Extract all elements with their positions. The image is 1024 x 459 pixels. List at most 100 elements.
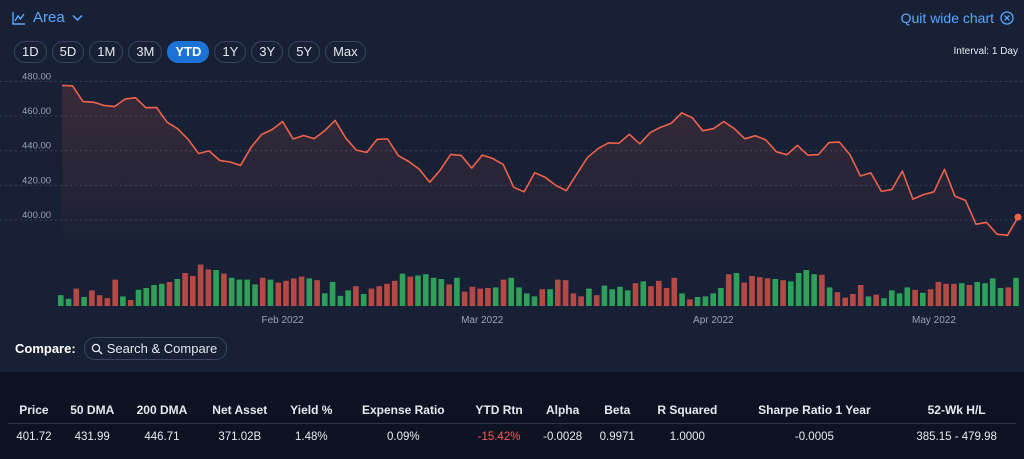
volume-bar [469, 286, 476, 306]
volume-bar [555, 279, 561, 306]
volume-bar [772, 279, 779, 306]
range-button-3m[interactable]: 3M [128, 41, 163, 63]
volume-bar [640, 281, 647, 306]
quit-wide-chart-button[interactable]: Quit wide chart [901, 10, 1014, 26]
volume-bar [531, 296, 538, 306]
volume-bar [524, 293, 530, 306]
volume-bar [974, 282, 980, 306]
volume-bar [896, 293, 903, 306]
volume-bar [96, 295, 103, 306]
volume-bar [384, 283, 390, 306]
volume-bar [982, 283, 988, 306]
price-area [62, 85, 1018, 247]
chart-type-dropdown[interactable]: Area [12, 9, 83, 26]
range-button-5d[interactable]: 5D [51, 41, 85, 63]
volume-bar [795, 273, 802, 306]
volume-bar [182, 273, 188, 306]
volume-bar [632, 283, 639, 306]
stat-r-squared: 1.0000 [643, 423, 732, 450]
volume-bar [850, 294, 856, 306]
chart-type-label: Area [33, 9, 65, 26]
volume-bar [989, 278, 996, 306]
volume-bar [997, 288, 1004, 306]
volume-bar [407, 276, 414, 306]
volume-bar [951, 283, 957, 306]
volume-bar [935, 282, 942, 306]
search-compare-button[interactable]: Search & Compare [83, 337, 228, 360]
area-chart-icon [12, 11, 25, 25]
volume-bar [889, 290, 895, 306]
x-tick-label: May 2022 [912, 315, 956, 326]
volume-bar [492, 287, 499, 306]
stat-50-dma: 431.99 [59, 423, 125, 450]
volume-bar [725, 274, 732, 306]
volume-bar [920, 292, 926, 306]
volume-bar [461, 291, 468, 306]
volume-bar [966, 285, 973, 306]
chart-toolbar: Area Quit wide chart [0, 0, 1024, 38]
y-tick-label: 440.00 [22, 141, 51, 152]
stat-header: Sharpe Ratio 1 Year [758, 402, 871, 417]
interval-label: Interval: 1 Day [953, 46, 1018, 57]
volume-bar [609, 289, 615, 306]
volume-bar [197, 264, 204, 306]
chevron-down-icon [72, 14, 83, 21]
volume-bar [423, 274, 429, 306]
volume-bar [159, 283, 165, 306]
volume-bar [275, 282, 282, 306]
volume-bar [120, 296, 126, 306]
range-button-max[interactable]: Max [325, 41, 366, 63]
volume-bar [267, 279, 274, 306]
volume-bar [819, 274, 825, 306]
volume-bar [687, 299, 693, 306]
volume-bar [912, 289, 918, 306]
volume-bar [58, 295, 64, 306]
volume-bar [391, 280, 398, 306]
search-icon [91, 343, 103, 354]
range-button-ytd[interactable]: YTD [167, 41, 210, 63]
range-button-5y[interactable]: 5Y [288, 41, 321, 63]
quit-wide-chart-label: Quit wide chart [900, 10, 994, 26]
range-button-1y[interactable]: 1Y [214, 41, 247, 63]
x-tick-label: Mar 2022 [461, 315, 504, 326]
volume-bar [694, 297, 701, 306]
stat-beta: 0.9971 [591, 423, 644, 450]
volume-bar [454, 277, 460, 306]
volume-bar [353, 286, 359, 306]
stat-header: Alpha [545, 402, 580, 417]
stat-yield: 1.48% [280, 423, 343, 450]
volume-bar [477, 288, 483, 306]
volume-bar [865, 296, 872, 306]
range-button-1m[interactable]: 1M [89, 41, 124, 63]
volume-bar [927, 289, 934, 306]
volume-bar [221, 273, 227, 306]
volume-bar [749, 276, 755, 306]
volume-bar [764, 278, 771, 306]
volume-bar [446, 284, 452, 306]
stat-expense-ratio: 0.09% [342, 423, 465, 450]
stat-header: 52-Wk H/L [927, 402, 986, 417]
volume-bar [601, 285, 608, 306]
range-button-3y[interactable]: 3Y [251, 41, 284, 63]
price-chart[interactable]: 480.00 460.00 440.00 420.00 400.00 Feb 2022 Ma… [0, 70, 1024, 330]
volume-bar [1005, 287, 1012, 306]
stats-header-row: Price 50 DMA 200 DMA Net Asset Yield % E… [8, 396, 1016, 424]
volume-bar [757, 277, 763, 306]
y-tick-label: 400.00 [22, 210, 51, 221]
volume-bar [213, 270, 219, 306]
volume-bar [578, 296, 584, 306]
volume-bar [1013, 277, 1019, 306]
volume-bar [904, 287, 911, 306]
volume-bar [788, 281, 794, 306]
volume-bar [174, 279, 181, 306]
volume-bar [500, 279, 507, 306]
volume-bar [329, 282, 336, 306]
stat-price: 401.72 [8, 423, 60, 450]
range-button-1d[interactable]: 1D [14, 41, 47, 63]
volume-bar [943, 283, 949, 306]
volume-bar [252, 284, 258, 306]
volume-bar [586, 288, 592, 306]
volume-bar [283, 280, 289, 306]
volume-bar [298, 276, 305, 306]
volume-bar [516, 287, 522, 306]
